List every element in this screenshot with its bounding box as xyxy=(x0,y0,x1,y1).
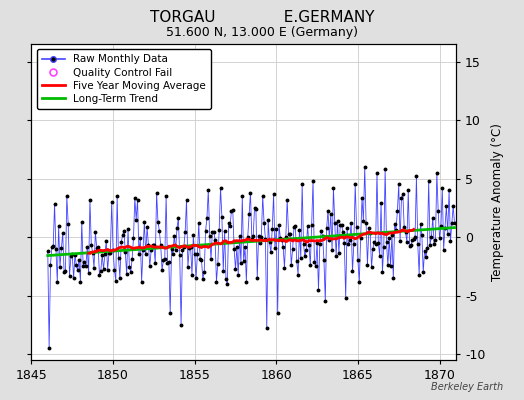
Y-axis label: Temperature Anomaly (°C): Temperature Anomaly (°C) xyxy=(491,123,504,281)
Legend: Raw Monthly Data, Quality Control Fail, Five Year Moving Average, Long-Term Tren: Raw Monthly Data, Quality Control Fail, … xyxy=(37,49,211,109)
Text: Berkeley Earth: Berkeley Earth xyxy=(431,382,503,392)
Text: 51.600 N, 13.000 E (Germany): 51.600 N, 13.000 E (Germany) xyxy=(166,26,358,39)
Text: TORGAU              E.GERMANY: TORGAU E.GERMANY xyxy=(150,10,374,25)
